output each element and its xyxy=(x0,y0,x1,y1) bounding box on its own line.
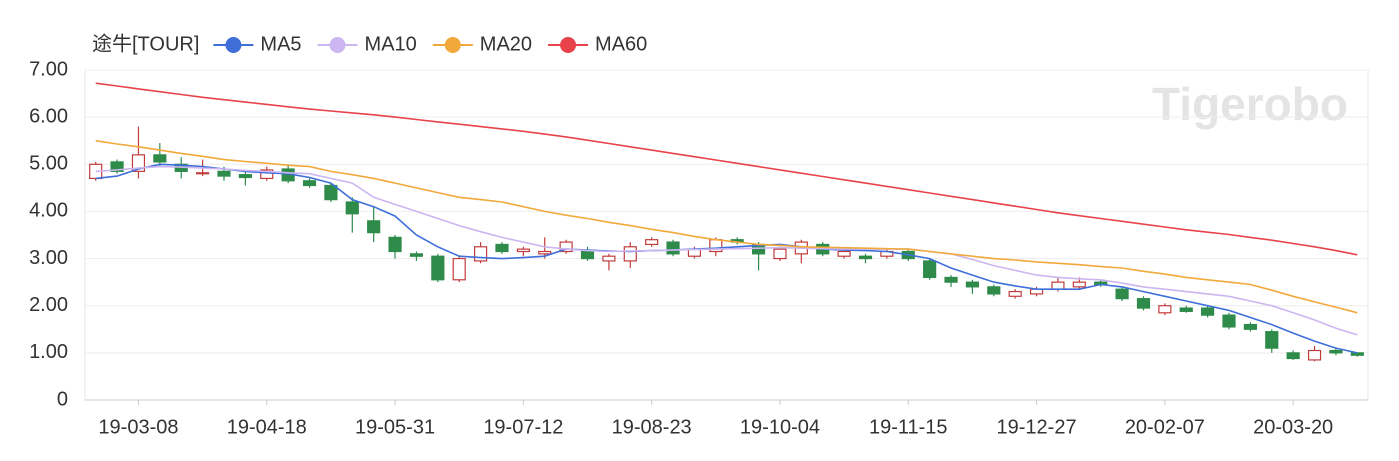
candle-body xyxy=(645,239,659,246)
candle-body xyxy=(302,180,317,187)
candle-body xyxy=(559,241,573,253)
candle-body xyxy=(409,253,424,257)
x-tick-label: 20-02-07 xyxy=(1125,416,1205,438)
candle-body xyxy=(238,174,252,179)
y-tick-label: 7.00 xyxy=(29,58,68,80)
candle-body xyxy=(260,169,274,180)
candle-body xyxy=(1051,281,1065,290)
y-tick-label: 1.00 xyxy=(29,341,68,363)
watermark: Tigerobo xyxy=(1152,78,1348,130)
candle-body xyxy=(1286,352,1300,360)
candle-body xyxy=(1115,288,1129,300)
candle-body xyxy=(965,281,979,288)
candle-body xyxy=(345,201,359,215)
legend-label: MA20 xyxy=(480,33,532,55)
ma-line xyxy=(95,139,1358,314)
legend-marker xyxy=(329,37,346,53)
candle-body xyxy=(1329,349,1343,354)
x-tick-label: 19-12-27 xyxy=(997,416,1077,438)
y-tick-label: 3.00 xyxy=(29,247,68,269)
candle-body xyxy=(580,250,595,260)
legend-marker xyxy=(444,37,461,53)
candle-body xyxy=(1222,314,1236,328)
x-tick-label: 20-03-20 xyxy=(1253,416,1333,438)
ma-line xyxy=(95,163,1358,354)
candle-body xyxy=(1179,307,1193,312)
legend-label: MA5 xyxy=(260,33,301,55)
y-tick-label: 2.00 xyxy=(29,294,68,316)
candle-body xyxy=(196,172,210,175)
legend-label: 途牛[TOUR] xyxy=(92,32,199,55)
candle-body xyxy=(495,243,509,253)
candle-body xyxy=(773,248,787,260)
candle-body xyxy=(944,276,958,283)
candle-body xyxy=(217,170,231,177)
ma-line xyxy=(95,82,1358,256)
candle-body xyxy=(1307,349,1322,361)
legend-marker xyxy=(225,37,242,53)
candle-body xyxy=(1243,323,1257,330)
legend-marker xyxy=(560,37,577,53)
x-tick-label: 19-03-08 xyxy=(98,416,178,438)
x-tick-label: 19-04-18 xyxy=(227,416,307,438)
y-tick-label: 5.00 xyxy=(29,153,68,175)
candle-body xyxy=(388,236,402,253)
candle-body xyxy=(516,248,530,253)
candle-body xyxy=(837,250,851,257)
candle-body xyxy=(1008,290,1022,297)
candle-body xyxy=(153,154,167,163)
x-tick-label: 19-11-15 xyxy=(869,416,948,438)
candle-body xyxy=(858,255,873,260)
candle-body xyxy=(1158,305,1172,314)
legend-label: MA10 xyxy=(365,33,417,55)
x-tick-label: 19-08-23 xyxy=(612,416,692,438)
candle-body xyxy=(110,161,124,172)
candle-body xyxy=(987,286,1001,295)
candle-body xyxy=(452,257,466,281)
candle-body xyxy=(1136,298,1151,309)
candle-body xyxy=(1072,281,1086,288)
y-tick-label: 6.00 xyxy=(29,105,68,127)
candle-body xyxy=(131,154,146,172)
candle-body xyxy=(602,255,616,262)
legend-label: MA60 xyxy=(595,33,647,55)
x-tick-label: 19-07-12 xyxy=(483,416,563,438)
candle-body xyxy=(538,250,552,255)
ma-line xyxy=(95,165,1358,336)
candle-body xyxy=(1201,307,1215,316)
candle-body xyxy=(623,246,637,262)
candle-body xyxy=(923,260,937,279)
candle-body xyxy=(431,255,445,281)
candle-body xyxy=(367,220,381,234)
candle-body xyxy=(324,184,338,201)
candle-body xyxy=(1350,352,1364,356)
y-tick-label: 0 xyxy=(57,388,68,410)
candle-body xyxy=(1265,331,1279,349)
x-tick-label: 19-10-04 xyxy=(740,416,820,438)
candle-body xyxy=(474,246,488,262)
y-tick-label: 4.00 xyxy=(29,200,68,222)
candle-body xyxy=(666,241,680,255)
x-tick-label: 19-05-31 xyxy=(355,416,435,438)
